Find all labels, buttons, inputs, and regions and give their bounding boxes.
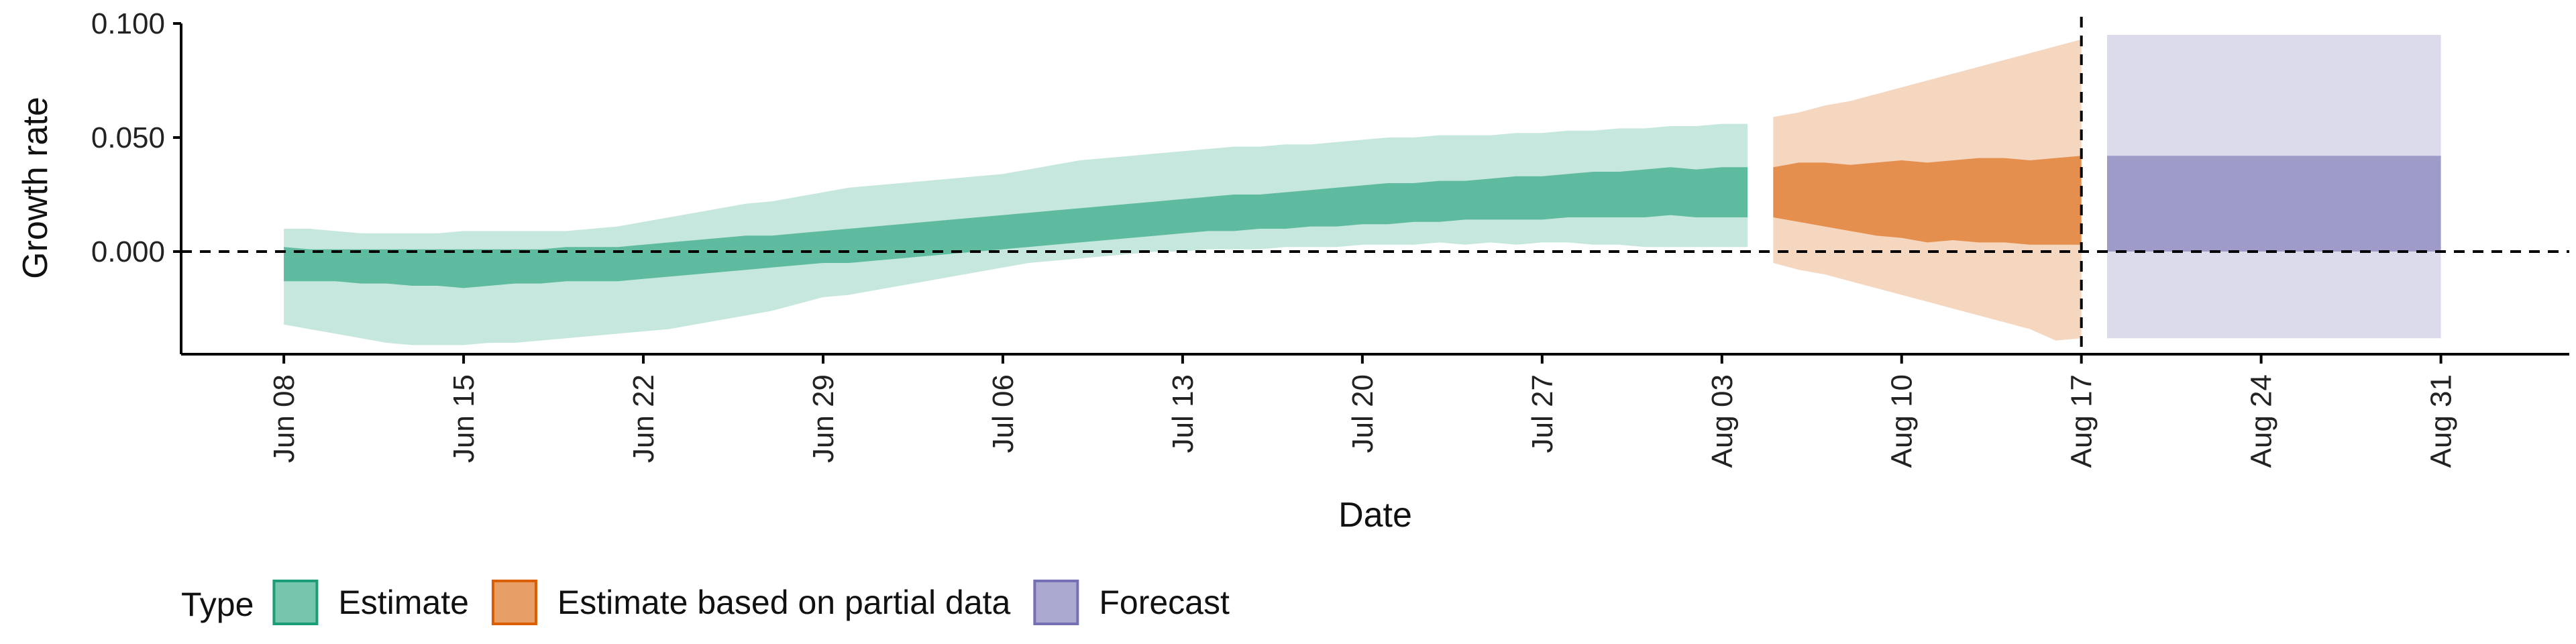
legend-swatch bbox=[272, 580, 319, 625]
x-tick-label: Jul 06 bbox=[987, 374, 1020, 453]
reference-lines bbox=[181, 17, 2569, 354]
legend-swatch bbox=[1033, 580, 1079, 625]
x-tick-label: Jun 15 bbox=[447, 374, 480, 463]
legend-label: Forecast bbox=[1099, 584, 1230, 621]
y-ticks: 0.000 0.050 0.100 bbox=[91, 7, 181, 268]
x-tick-label: Aug 31 bbox=[2425, 374, 2458, 468]
estimate-ribbon-50 bbox=[284, 167, 1748, 288]
legend-item-estimate-based-on-partial-data: Estimate based on partial data bbox=[491, 580, 1011, 625]
axes-layer bbox=[180, 23, 2569, 356]
ribbon-layer bbox=[284, 35, 2441, 345]
x-tick-label: Aug 10 bbox=[1886, 374, 1919, 468]
x-tick-label: Jul 20 bbox=[1346, 374, 1379, 453]
legend: Type Estimate Estimate based on partial d… bbox=[181, 580, 1230, 625]
x-tick-label: Aug 17 bbox=[2065, 374, 2098, 468]
x-tick-label: Jun 08 bbox=[268, 374, 301, 463]
x-ticks: Jun 08 Jun 15 Jun 22 Jun 29 Jul 06 Jul 13 Jul … bbox=[268, 354, 2458, 468]
legend-label: Estimate bbox=[338, 584, 469, 621]
x-axis-title: Date bbox=[1338, 496, 1412, 535]
x-tick-label: Jul 13 bbox=[1167, 374, 1199, 453]
forecast-ribbon-50 bbox=[2107, 156, 2441, 252]
y-tick-label: 0.100 bbox=[91, 7, 165, 40]
y-tick-label: 0.000 bbox=[91, 235, 165, 268]
legend-swatch bbox=[491, 580, 537, 625]
x-tick-label: Jun 22 bbox=[627, 374, 660, 463]
estimate-based-on-partial-data-ribbon-50 bbox=[1773, 156, 2082, 245]
x-tick-label: Jun 29 bbox=[807, 374, 840, 463]
legend-item-forecast: Forecast bbox=[1033, 580, 1230, 625]
x-tick-label: Jul 27 bbox=[1526, 374, 1559, 453]
y-tick-label: 0.050 bbox=[91, 121, 165, 154]
y-axis-title: Growth rate bbox=[16, 97, 55, 279]
legend-title: Type bbox=[181, 586, 254, 623]
legend-item-estimate: Estimate bbox=[272, 580, 469, 625]
x-tick-label: Aug 03 bbox=[1706, 374, 1739, 468]
legend-label: Estimate based on partial data bbox=[557, 584, 1011, 621]
x-tick-label: Aug 24 bbox=[2245, 374, 2278, 468]
